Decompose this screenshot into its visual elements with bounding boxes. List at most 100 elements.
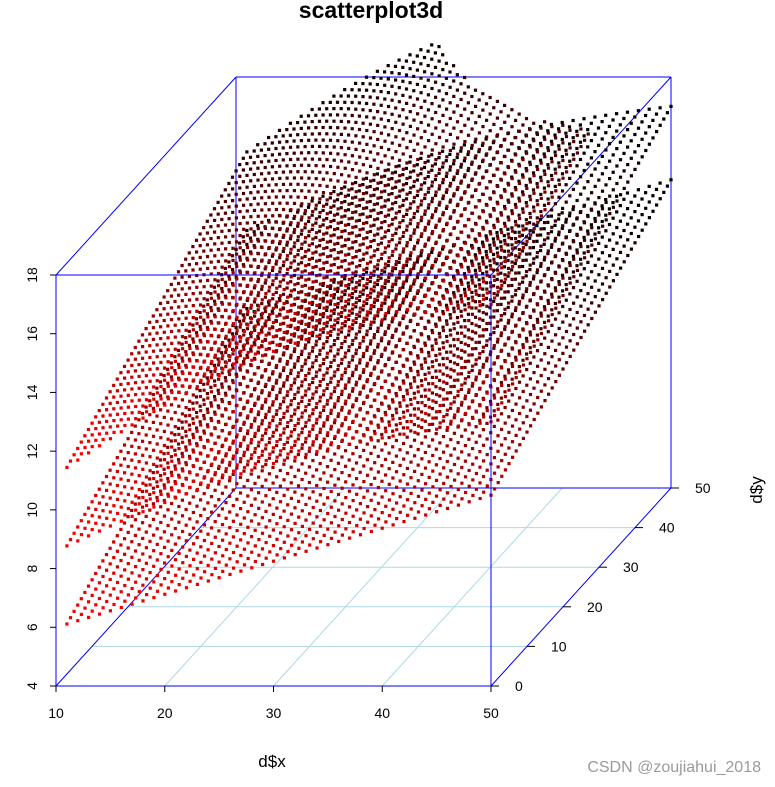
data-point xyxy=(475,488,478,491)
data-point xyxy=(228,241,231,244)
data-point xyxy=(297,531,300,534)
data-point xyxy=(381,495,384,498)
data-point xyxy=(123,499,126,502)
data-point xyxy=(209,225,212,228)
data-point xyxy=(398,401,401,404)
data-point xyxy=(235,169,238,172)
data-point xyxy=(213,290,216,293)
data-point xyxy=(275,507,278,510)
data-point xyxy=(127,593,130,596)
data-point xyxy=(274,159,277,162)
data-point xyxy=(391,223,394,226)
data-point xyxy=(365,349,368,352)
data-point xyxy=(361,95,364,98)
data-point xyxy=(651,194,654,197)
data-point xyxy=(381,436,384,439)
data-point xyxy=(300,218,303,221)
data-point xyxy=(290,466,293,469)
data-point xyxy=(109,390,112,393)
data-point xyxy=(329,220,332,223)
data-point xyxy=(293,491,296,494)
data-point xyxy=(373,415,376,418)
data-point xyxy=(518,349,521,352)
data-point xyxy=(355,270,358,273)
data-point xyxy=(572,333,575,336)
data-point xyxy=(246,463,249,466)
data-point xyxy=(314,207,317,210)
data-point xyxy=(304,209,307,212)
data-point xyxy=(231,268,234,271)
data-point xyxy=(446,357,449,360)
data-point xyxy=(540,262,543,265)
data-point xyxy=(239,442,242,445)
data-point xyxy=(250,438,253,441)
data-point xyxy=(492,253,495,256)
data-point xyxy=(453,413,456,416)
data-point xyxy=(532,230,535,233)
data-point xyxy=(109,524,112,527)
data-point xyxy=(474,285,477,288)
data-point xyxy=(289,237,292,240)
data-point xyxy=(442,498,445,501)
data-point xyxy=(119,478,122,481)
data-point xyxy=(254,297,257,300)
data-point xyxy=(278,270,281,273)
data-point xyxy=(557,144,560,147)
data-point xyxy=(178,391,181,394)
data-point xyxy=(359,455,362,458)
data-point xyxy=(333,159,336,162)
data-point xyxy=(467,375,470,378)
data-point xyxy=(417,356,420,359)
data-point xyxy=(112,419,115,422)
data-point xyxy=(514,262,517,265)
data-point xyxy=(561,336,564,339)
data-point xyxy=(304,299,307,302)
data-point xyxy=(406,482,409,485)
data-point xyxy=(366,521,369,524)
data-point xyxy=(145,531,148,534)
data-point xyxy=(235,240,238,243)
data-point xyxy=(293,228,296,231)
data-point xyxy=(170,564,173,567)
data-point xyxy=(148,321,151,324)
data-point xyxy=(326,387,329,390)
data-point xyxy=(540,374,543,377)
data-point xyxy=(166,461,169,464)
data-point xyxy=(511,409,514,412)
data-point xyxy=(435,410,438,413)
data-point xyxy=(83,513,86,516)
data-point xyxy=(311,475,314,478)
data-point xyxy=(185,341,188,344)
data-point xyxy=(174,574,177,577)
data-point xyxy=(148,368,151,371)
data-point xyxy=(380,480,383,483)
data-point xyxy=(315,515,318,518)
data-point xyxy=(496,450,499,453)
data-point xyxy=(243,516,246,519)
data-point xyxy=(213,231,216,234)
data-point xyxy=(185,378,188,381)
data-point xyxy=(286,214,289,217)
data-point xyxy=(286,254,289,257)
data-point xyxy=(174,312,177,315)
data-point xyxy=(565,346,568,349)
data-point xyxy=(525,368,528,371)
data-point xyxy=(293,189,296,192)
data-point xyxy=(177,505,180,508)
data-point xyxy=(442,419,445,422)
data-point xyxy=(199,366,202,369)
data-point xyxy=(373,477,376,480)
data-point xyxy=(181,427,184,430)
data-point xyxy=(98,421,101,424)
data-point xyxy=(301,427,304,430)
data-point xyxy=(120,418,123,421)
data-point xyxy=(337,333,340,336)
data-point xyxy=(532,324,535,327)
data-point xyxy=(300,290,303,293)
data-point xyxy=(344,355,347,358)
data-point xyxy=(340,362,343,365)
data-point xyxy=(268,362,271,365)
data-point xyxy=(185,492,188,495)
data-point xyxy=(417,448,420,451)
data-point xyxy=(166,410,169,413)
